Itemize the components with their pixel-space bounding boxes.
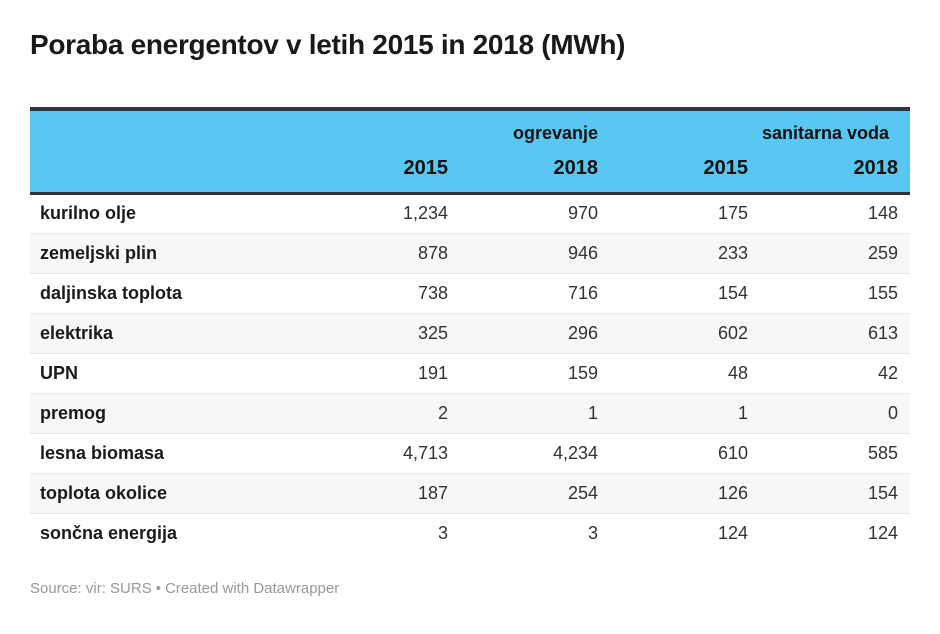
value-cell: 585 (867, 442, 899, 463)
value-cell: 4,234 (552, 442, 599, 463)
column-group-ogrevanje: ogrevanje (310, 109, 611, 151)
value-cell: 124 (717, 522, 749, 543)
table-row: daljinska toplota 738 716 154 155 (30, 273, 911, 313)
footer-separator: • (155, 580, 161, 597)
column-group-row: ogrevanje sanitarna voda (30, 109, 911, 151)
row-label: UPN (40, 362, 79, 383)
table-row: zemeljski plin 878 946 233 259 (30, 233, 911, 273)
value-cell: 3 (437, 522, 448, 543)
source-text: Source: vir: SURS (30, 580, 152, 597)
table-row: elektrika 325 296 602 613 (30, 313, 911, 353)
value-cell: 610 (717, 442, 749, 463)
year-header-row: 2015 2018 2015 2018 (30, 151, 911, 195)
value-cell: 0 (888, 402, 899, 423)
year-header-ogrevanje-2015: 2015 (310, 151, 460, 195)
datawrapper-attribution-link[interactable]: Created with Datawrapper (164, 580, 340, 597)
row-label: lesna biomasa (40, 442, 165, 463)
value-cell: 946 (567, 242, 599, 263)
value-cell: 613 (867, 322, 899, 343)
row-label: daljinska toplota (40, 282, 183, 303)
year-header-sanitarna-2018: 2018 (760, 151, 911, 195)
value-cell: 233 (717, 242, 749, 263)
value-cell: 602 (717, 322, 749, 343)
table-row: premog 2 1 1 0 (30, 393, 911, 433)
value-cell: 4,713 (402, 442, 448, 463)
row-label: zemeljski plin (40, 242, 158, 263)
year-header-sanitarna-2015: 2015 (610, 151, 761, 195)
value-cell: 254 (567, 482, 599, 503)
value-cell: 42 (878, 362, 899, 383)
table-row: lesna biomasa 4,713 4,234 610 585 (30, 433, 911, 473)
value-cell: 1 (588, 402, 599, 423)
value-cell: 191 (417, 362, 448, 383)
value-cell: 296 (567, 322, 599, 343)
row-label: premog (40, 402, 107, 423)
corner-cell (30, 109, 310, 151)
value-cell: 124 (867, 522, 899, 543)
value-cell: 259 (867, 242, 899, 263)
value-cell: 175 (717, 203, 749, 223)
table-row: UPN 191 159 48 42 (30, 353, 911, 393)
value-cell: 3 (588, 522, 599, 543)
row-label: sončna energija (40, 522, 178, 543)
value-cell: 148 (867, 203, 899, 223)
value-cell: 154 (867, 482, 899, 503)
value-cell: 187 (417, 482, 448, 503)
row-label: toplota okolice (40, 482, 168, 503)
value-cell: 154 (717, 282, 749, 303)
value-cell: 970 (567, 203, 599, 223)
footer: Source: vir: SURS • Created with Datawrapp… (30, 580, 910, 597)
value-cell: 738 (417, 282, 448, 303)
chart-title: Poraba energentov v letih 2015 in 2018 (… (30, 29, 626, 60)
table-body: kurilno olje 1,234 970 175 148 zemeljski… (30, 193, 911, 553)
year-header-ogrevanje-2018: 2018 (460, 151, 611, 195)
value-cell: 126 (717, 482, 749, 503)
value-cell: 1 (738, 402, 749, 423)
value-cell: 155 (867, 282, 899, 303)
table-row: kurilno olje 1,234 970 175 148 (30, 193, 911, 233)
value-cell: 716 (567, 282, 599, 303)
table-header: ogrevanje sanitarna voda 2015 2018 2015 … (30, 109, 911, 195)
table-row: toplota okolice 187 254 126 154 (30, 473, 911, 513)
column-group-sanitarna-voda: sanitarna voda (610, 109, 911, 151)
value-cell: 878 (417, 242, 448, 263)
value-cell: 159 (567, 362, 599, 383)
row-label: elektrika (40, 322, 114, 343)
corner-cell (30, 151, 310, 195)
data-table: ogrevanje sanitarna voda 2015 2018 2015 … (30, 107, 911, 553)
page: Poraba energentov v letih 2015 in 2018 (… (30, 29, 911, 597)
table-row: sončna energija 3 3 124 124 (30, 513, 911, 553)
value-cell: 325 (417, 322, 448, 343)
value-cell: 2 (437, 402, 448, 423)
row-label: kurilno olje (40, 203, 137, 223)
value-cell: 48 (727, 362, 749, 383)
value-cell: 1,234 (402, 203, 448, 223)
